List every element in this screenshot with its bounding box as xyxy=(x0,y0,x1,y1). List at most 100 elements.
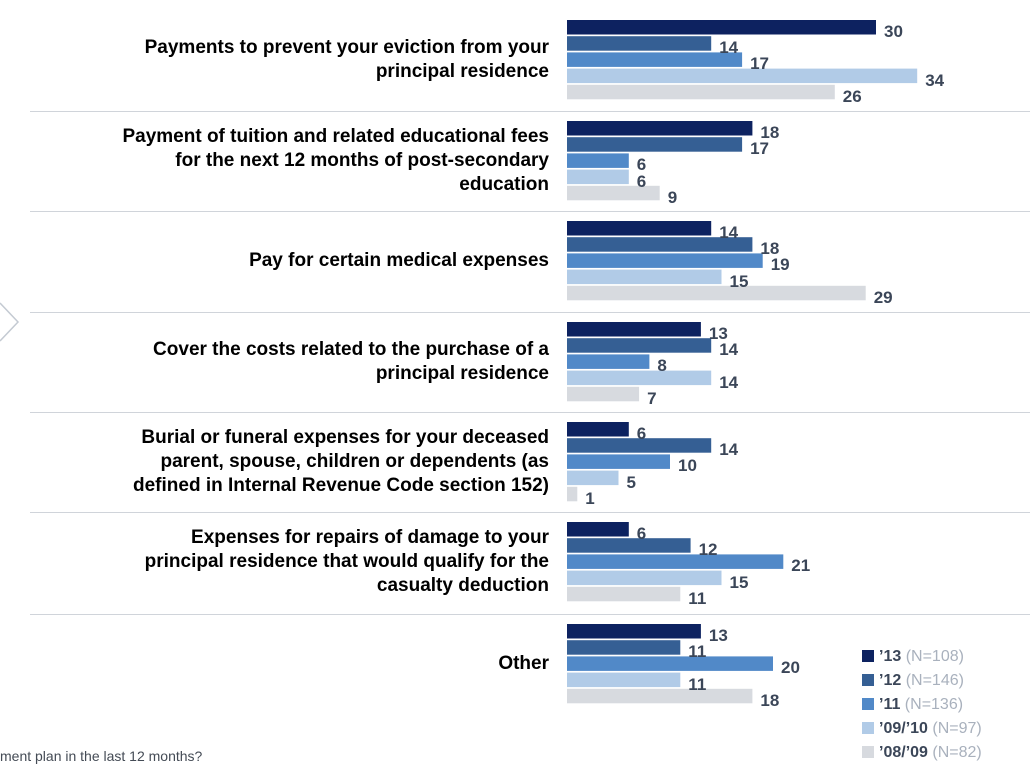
bar xyxy=(567,688,753,704)
data-label: 19 xyxy=(770,255,790,275)
bar xyxy=(567,338,712,353)
category-label-line: principal residence that would qualify f… xyxy=(144,550,549,572)
data-label: 6 xyxy=(636,424,647,443)
legend-sample-size: (N=108) xyxy=(901,648,964,665)
data-label: 15 xyxy=(729,271,749,291)
category-label-line: Pay for certain medical expenses xyxy=(249,249,549,271)
data-label: 17 xyxy=(750,139,770,159)
category-label: Cover the costs related to the purchase … xyxy=(0,338,549,386)
legend-sample-size: (N=97) xyxy=(927,720,982,737)
data-label: 1 xyxy=(585,488,595,508)
data-label: 13 xyxy=(708,626,728,645)
data-label: 11 xyxy=(688,642,707,662)
category-label: Payment of tuition and related education… xyxy=(0,125,549,197)
data-label: 14 xyxy=(719,440,739,460)
bar xyxy=(567,672,681,688)
data-label: 13 xyxy=(708,324,728,343)
data-label: 17 xyxy=(750,54,770,74)
category-label-line: Expenses for repairs of damage to your xyxy=(191,526,549,548)
legend-item: ’12 (N=146) xyxy=(862,669,982,693)
category-label-line: Burial or funeral expenses for your dece… xyxy=(141,426,549,448)
row-divider xyxy=(30,211,1030,212)
category-label-line: Cover the costs related to the purchase … xyxy=(153,338,549,360)
bar xyxy=(567,624,701,639)
legend-item: ’09/’10 (N=97) xyxy=(862,717,982,741)
bar xyxy=(567,438,712,453)
bar xyxy=(567,84,835,100)
data-label: 11 xyxy=(688,674,707,694)
legend-swatch xyxy=(862,698,874,710)
data-label: 6 xyxy=(636,524,647,543)
legend-item: ’11 (N=136) xyxy=(862,693,982,717)
legend-series-name: ’08/’09 xyxy=(879,744,928,761)
row-divider xyxy=(30,412,1030,413)
data-label: 15 xyxy=(729,572,749,592)
bar xyxy=(567,68,918,84)
category-label-line: for the next 12 months of post-secondary xyxy=(175,149,549,171)
legend-swatch xyxy=(862,746,874,758)
bar xyxy=(567,269,722,285)
category-label-line: education xyxy=(459,173,549,195)
legend-series-name: ’13 xyxy=(879,648,902,665)
data-label: 11 xyxy=(688,588,707,608)
bar xyxy=(567,354,650,369)
legend-series-name: ’11 xyxy=(879,696,901,713)
bar xyxy=(567,121,753,136)
legend-sample-size: (N=82) xyxy=(927,744,982,761)
data-label: 6 xyxy=(636,171,647,191)
bar xyxy=(567,285,866,301)
chevron-icon xyxy=(0,302,20,342)
data-label: 34 xyxy=(925,70,945,90)
bar xyxy=(567,538,691,553)
bar xyxy=(567,52,743,67)
row-divider xyxy=(30,111,1030,112)
bar xyxy=(567,656,773,671)
bar xyxy=(567,153,629,168)
category-label-line: parent, spouse, children or dependents (… xyxy=(160,450,549,472)
data-label: 29 xyxy=(873,287,893,307)
row-divider xyxy=(30,512,1030,513)
legend-swatch xyxy=(862,674,874,686)
category-label: Burial or funeral expenses for your dece… xyxy=(0,426,549,498)
category-label: Payments to prevent your eviction from y… xyxy=(0,36,549,84)
legend-sample-size: (N=136) xyxy=(900,696,964,713)
category-label-line: principal residence xyxy=(375,60,549,82)
category-label: Other xyxy=(0,652,549,676)
bar xyxy=(567,522,629,537)
data-label: 26 xyxy=(842,86,862,106)
legend-series-name: ’12 xyxy=(879,672,902,689)
bar xyxy=(567,640,681,655)
bar xyxy=(567,322,701,337)
data-label: 6 xyxy=(636,155,647,175)
bar xyxy=(567,570,722,586)
category-label: Expenses for repairs of damage to your pr… xyxy=(0,526,549,598)
bar xyxy=(567,386,640,402)
data-label: 10 xyxy=(678,456,697,476)
data-label: 30 xyxy=(884,22,903,41)
data-label: 14 xyxy=(719,38,739,58)
bar xyxy=(567,586,681,602)
data-label: 12 xyxy=(698,540,718,560)
bar xyxy=(567,554,784,569)
data-label: 20 xyxy=(781,658,800,678)
bar xyxy=(567,137,743,152)
data-label: 14 xyxy=(719,223,739,242)
data-label: 8 xyxy=(657,356,667,376)
data-label: 14 xyxy=(719,372,739,392)
data-label: 9 xyxy=(667,187,678,207)
legend-series-name: ’09/’10 xyxy=(879,720,928,737)
bar xyxy=(567,36,712,51)
bar xyxy=(567,470,619,486)
bar xyxy=(567,185,660,201)
footnote: ment plan in the last 12 months? xyxy=(0,748,203,764)
bar xyxy=(567,20,876,35)
data-label: 14 xyxy=(719,340,739,360)
bar xyxy=(567,221,712,236)
category-label-line: Payment of tuition and related education… xyxy=(122,125,549,147)
data-label: 5 xyxy=(626,472,636,492)
row-divider xyxy=(30,614,1030,615)
bar xyxy=(567,370,712,386)
data-label: 18 xyxy=(760,123,780,142)
legend: ’13 (N=108) ’12 (N=146) ’11 (N=136) ’09/’10… xyxy=(862,645,982,765)
